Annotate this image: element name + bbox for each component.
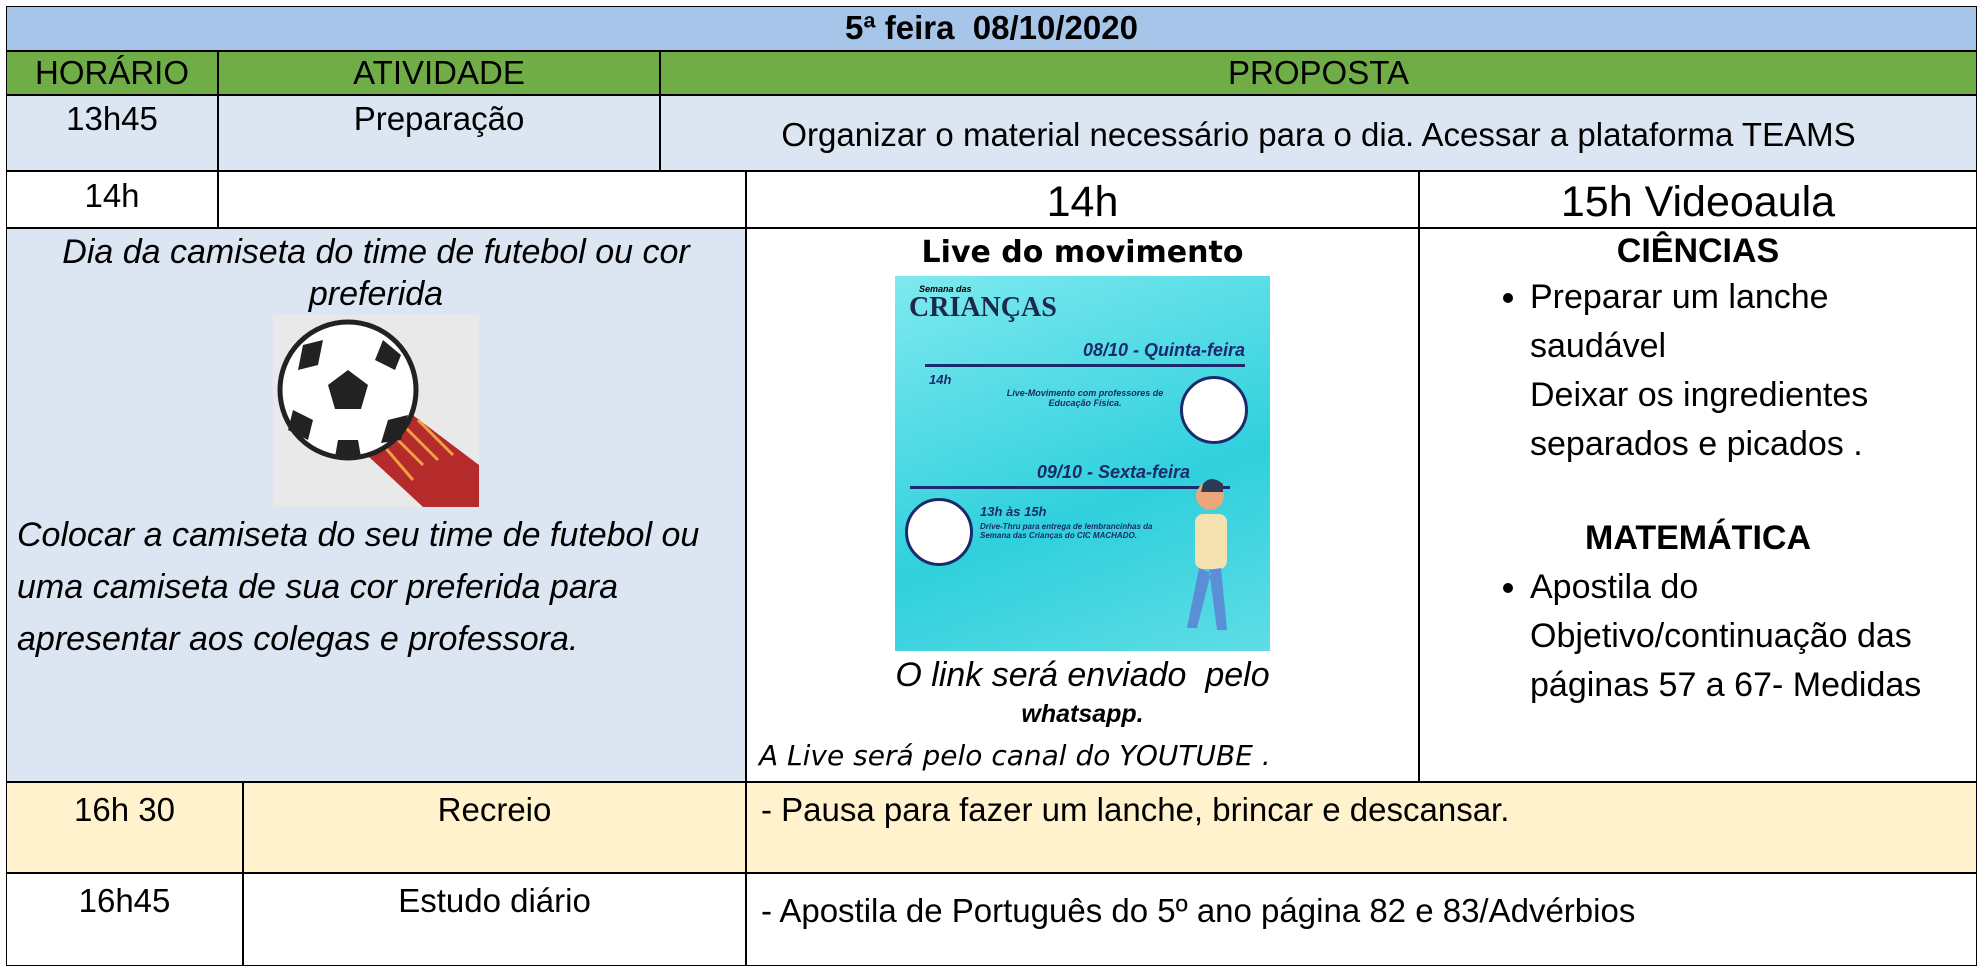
header-cell: PROPOSTA: [660, 51, 1977, 95]
live-time-cell: 14h: [746, 171, 1419, 228]
empty-cell: [218, 171, 746, 228]
soccer-ball-image: [273, 315, 479, 507]
poster-brand: Semana das: [919, 284, 972, 294]
title-row: 5ª feira 08/10/2020: [6, 6, 1977, 51]
shirt-day-title: Dia da camiseta do time de futebol ou co…: [62, 233, 690, 313]
item-line: Apostila do Objetivo/continuação das pág…: [1530, 568, 1922, 704]
ball-patch: [335, 440, 361, 457]
subject-name: MATEMÁTICA: [1585, 519, 1811, 557]
poster-day1: 08/10 - Quinta-feira: [1082, 340, 1245, 360]
poster-icon: [905, 498, 973, 566]
poster-shape: [401, 423, 440, 462]
video-time-cell: 15h Videoaula: [1419, 171, 1977, 228]
proposal-cell: Organizar o material necessário para o d…: [660, 95, 1977, 171]
ball-patch: [328, 370, 368, 409]
live-app: whatsapp.: [1021, 700, 1144, 728]
poster: Semana das CRIANÇAS 08/10 - Quinta-feira…: [895, 276, 1270, 651]
shirt-day-text: Colocar a camiseta do seu time de futebo…: [17, 516, 700, 658]
ball-patch: [298, 340, 323, 370]
time-cell: 14h: [6, 171, 218, 228]
ball-patch: [288, 410, 313, 440]
item-line: Deixar os ingredientes separados e picad…: [1530, 376, 1869, 463]
poster-shape: [1187, 568, 1227, 630]
title: 5ª feira 08/10/2020: [845, 9, 1138, 46]
poster-line: [925, 364, 1245, 367]
activity-cell: Estudo diário: [243, 873, 746, 966]
poster-line: [910, 486, 1230, 489]
ball-patch: [381, 415, 408, 443]
poster-day1-text: Live-Movimento com professores de Educaç…: [1006, 388, 1164, 408]
subject-item: Apostila do Objetivo/continuação das pág…: [1530, 563, 1966, 710]
poster-shape: [381, 444, 415, 481]
live-cell: Live do movimento Semana das CRIANÇAS 08…: [746, 228, 1419, 782]
proposal-cell: - Apostila de Português do 5º ano página…: [746, 873, 1977, 966]
poster-day1-time: 14h: [929, 372, 952, 387]
poster-shape: [1195, 514, 1227, 569]
poster-day2-time: 13h às 15h: [980, 504, 1047, 519]
poster-shape: [416, 418, 455, 457]
poster-day2-text: Drive-Thru para entrega de lembrancinhas…: [980, 522, 1153, 540]
item-line: Preparar um lanche saudável: [1530, 278, 1829, 365]
poster-name: CRIANÇAS: [909, 292, 1057, 323]
subject-list: Apostila do Objetivo/continuação das pág…: [1420, 563, 1976, 710]
live-title: Live do movimento: [921, 235, 1244, 270]
poster-day2: 09/10 - Sexta-feira: [1036, 462, 1190, 482]
live-link: O link será enviado pelo: [895, 656, 1270, 694]
header-cell: HORÁRIO: [6, 51, 218, 95]
time-cell: 13h45: [6, 95, 218, 171]
poster-icon: [1180, 376, 1248, 444]
videoaula-cell: CIÊNCIAS Preparar um lanche saudável Deix…: [1419, 228, 1977, 782]
subject-list: Preparar um lanche saudável Deixar os ing…: [1420, 273, 1976, 469]
ball-patch: [375, 340, 401, 370]
poster-child: [1187, 479, 1227, 630]
live-note: A Live será pelo canal do YOUTUBE .: [759, 739, 1271, 772]
shirt-day-cell: Dia da camiseta do time de futebol ou co…: [6, 228, 746, 782]
subject-item: Preparar um lanche saudável Deixar os ing…: [1530, 273, 1956, 469]
activity-cell: Preparação: [218, 95, 660, 171]
activity-cell: Recreio: [243, 782, 746, 873]
poster-shape: [1201, 479, 1223, 492]
subject-name: CIÊNCIAS: [1616, 232, 1780, 270]
time-cell: 16h45: [6, 873, 243, 966]
proposal-cell: - Pausa para fazer um lanche, brincar e …: [746, 782, 1977, 873]
header-cell: ATIVIDADE: [218, 51, 660, 95]
time-cell: 16h 30: [6, 782, 243, 873]
